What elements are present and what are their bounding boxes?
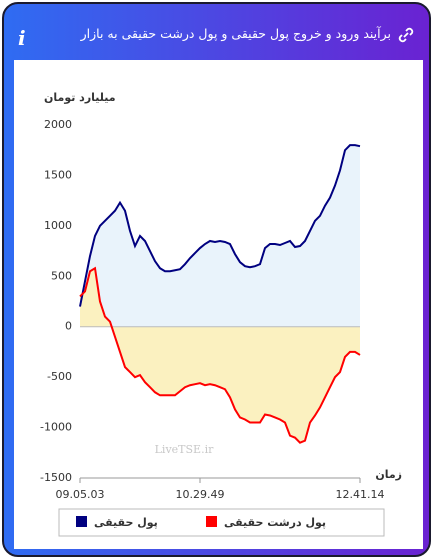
y-tick-label: -1000 xyxy=(40,421,72,434)
legend-label: پول حقیقی xyxy=(94,516,158,529)
y-axis-title: میلیارد تومان xyxy=(44,91,116,104)
y-tick-label: -1500 xyxy=(40,471,72,484)
legend-swatch xyxy=(76,516,87,527)
x-tick-label: 12.41.14 xyxy=(336,488,385,501)
chart: میلیارد تومان زمان -1500 -1000 -500 0 500 1000 1… xyxy=(14,60,423,549)
watermark: LiveTSE.ir xyxy=(155,443,214,456)
x-axis-title: زمان xyxy=(375,468,402,481)
line xyxy=(79,144,361,307)
area xyxy=(80,268,360,443)
y-tick-label: 2000 xyxy=(44,118,72,131)
y-tick-label: 1000 xyxy=(44,219,72,232)
x-tick-label: 09.05.03 xyxy=(56,488,105,501)
area xyxy=(80,145,360,327)
y-tick-label: -500 xyxy=(47,370,72,383)
title: برآیند ورود و خروج پول حقیقی و پول درشت … xyxy=(80,26,391,41)
info-icon[interactable]: i xyxy=(18,26,26,50)
y-tick-label: 1500 xyxy=(44,168,72,181)
y-tick-label: 500 xyxy=(51,269,72,282)
legend-box xyxy=(58,508,385,537)
line xyxy=(79,266,361,444)
x-tick-label: 10.29.49 xyxy=(176,488,225,501)
header: برآیند ورود و خروج پول حقیقی و پول درشت … xyxy=(4,4,429,60)
legend-label: پول درشت حقیقی xyxy=(224,516,326,529)
link-icon[interactable] xyxy=(397,26,415,44)
legend-swatch xyxy=(206,516,217,527)
y-tick-label: 0 xyxy=(65,320,72,333)
